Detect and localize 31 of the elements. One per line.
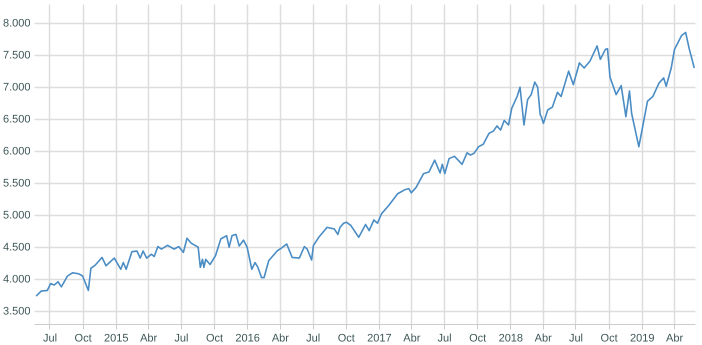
y-tick-label: 6.500 [2,114,30,126]
y-tick-label: 4.500 [2,242,30,254]
x-tick-label: Oct [206,332,224,344]
x-tick-label: Abr [272,332,290,344]
x-tick-label: Jul [42,332,58,344]
y-tick-label: 6.000 [2,146,30,158]
x-tick-label: Abr [666,332,684,344]
y-tick-label: 8.000 [2,18,30,30]
y-tick-label: 5.500 [2,178,30,190]
x-tick-label: Abr [140,332,158,344]
x-tick-label: Oct [600,332,618,344]
x-tick-label: Jul [568,332,584,344]
line-series [35,32,696,297]
x-tick-label: 2017 [367,332,392,344]
x-tick-label: Abr [403,332,421,344]
x-tick-label: Jul [306,332,320,344]
x-tick-label: Oct [74,332,92,344]
x-tick-label: Oct [338,332,355,344]
x-tick-label: 2016 [235,332,260,344]
y-tick-label: 5.000 [2,210,30,222]
x-tick-label: 2019 [630,332,654,344]
x-tick-label: Jul [438,332,452,344]
y-tick-label: 4.000 [2,274,30,286]
x-tick-label: Oct [469,332,486,344]
x-tick-label: Abr [534,332,552,344]
y-tick-label: 3.500 [2,306,30,318]
y-tick-label: 7.500 [2,50,30,62]
x-tick-label: 2018 [498,332,524,344]
x-tick-label: Jul [174,332,188,344]
x-tick-label: 2015 [104,332,128,344]
y-tick-label: 7.000 [2,82,30,94]
